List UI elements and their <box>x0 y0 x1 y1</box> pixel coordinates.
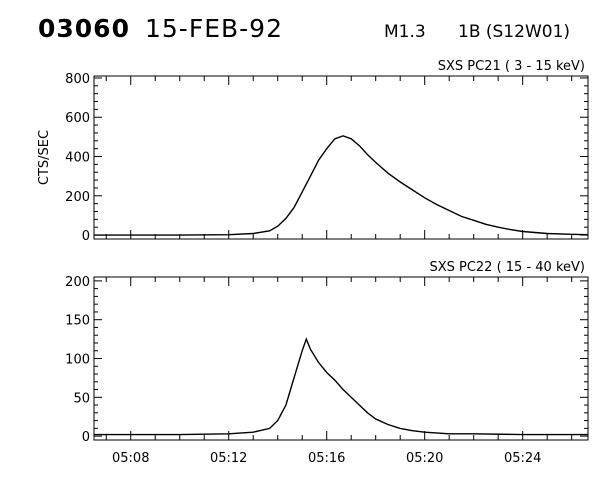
x-tick-label: 05:12 <box>210 451 247 466</box>
y-tick-label: 600 <box>65 111 90 126</box>
x-tick-label: 05:08 <box>112 451 149 466</box>
y-tick-label: 200 <box>65 190 90 205</box>
y-tick-label: 400 <box>65 151 90 166</box>
y-tick-label: 200 <box>65 275 90 290</box>
panel-1-title: SXS PC21 ( 3 - 15 keV) <box>438 59 585 74</box>
panel-2-frame <box>93 276 589 441</box>
y-tick-label: 0 <box>82 430 90 445</box>
x-tick-label: 05:16 <box>308 451 345 466</box>
y-axis-label: CTS/SEC <box>37 130 52 185</box>
panel-1-series-line <box>94 135 589 236</box>
y-tick-label: 100 <box>65 353 90 368</box>
flare-class: M1.3 <box>384 22 426 42</box>
event-id: 03060 <box>38 14 130 43</box>
panel-2-title: SXS PC22 ( 15 - 40 keV) <box>429 260 585 275</box>
y-tick-label: 800 <box>65 72 90 87</box>
x-tick-label: 05:20 <box>406 451 443 466</box>
y-tick-label: 50 <box>73 391 90 406</box>
y-tick-label: 150 <box>65 314 90 329</box>
x-tick-label: 05:24 <box>504 451 541 466</box>
panel-1-frame <box>93 75 589 240</box>
flare-location: 1B (S12W01) <box>458 22 571 42</box>
event-date: 15-FEB-92 <box>145 14 283 43</box>
y-tick-label: 0 <box>82 229 90 244</box>
panel-2-series-line <box>94 337 588 436</box>
